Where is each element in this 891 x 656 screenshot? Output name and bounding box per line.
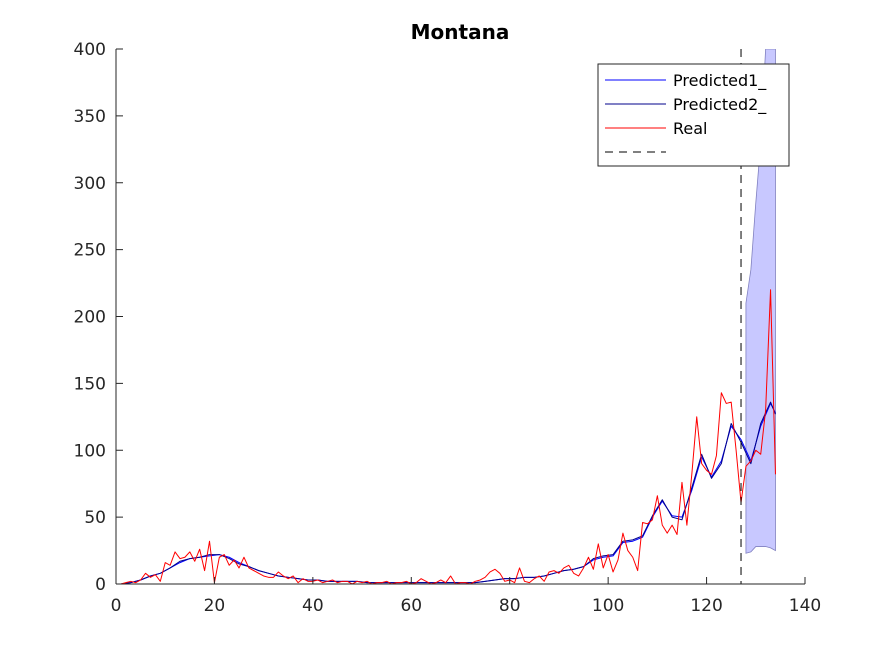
y-tick-label: 250 (74, 241, 106, 261)
x-tick-label: 80 (499, 596, 521, 616)
y-tick-label: 0 (95, 575, 106, 595)
x-tick-label: 100 (592, 596, 624, 616)
plot-area: 0 20 40 60 80 100 120 140 0 50 100 150 200 250 300 350 4… (74, 40, 822, 616)
y-tick-label: 100 (74, 441, 106, 461)
x-tick-label: 20 (204, 596, 226, 616)
legend-box (597, 63, 790, 167)
y-tick-label: 300 (74, 174, 106, 194)
legend-label-predicted2: Predicted2_ (673, 95, 767, 115)
y-tick-label: 200 (74, 308, 106, 328)
x-tick-label: 120 (690, 596, 722, 616)
y-tick-label: 50 (84, 508, 106, 528)
x-tick-label: 0 (111, 596, 122, 616)
legend-label-predicted1: Predicted1_ (673, 71, 767, 91)
legend: Predicted1_ Predicted2_ Real (597, 63, 790, 167)
legend-label-real: Real (673, 119, 708, 138)
y-tick-label: 400 (74, 40, 106, 60)
y-tick-label: 150 (74, 374, 106, 394)
y-tick-label: 350 (74, 107, 106, 127)
series-line-real (120, 289, 776, 584)
x-tick-label: 40 (302, 596, 324, 616)
x-tick-label: 60 (400, 596, 422, 616)
x-tick-label: 140 (789, 596, 821, 616)
series-line-predicted2 (120, 401, 776, 584)
chart-title: Montana (411, 20, 510, 44)
confidence-band (745, 49, 776, 554)
